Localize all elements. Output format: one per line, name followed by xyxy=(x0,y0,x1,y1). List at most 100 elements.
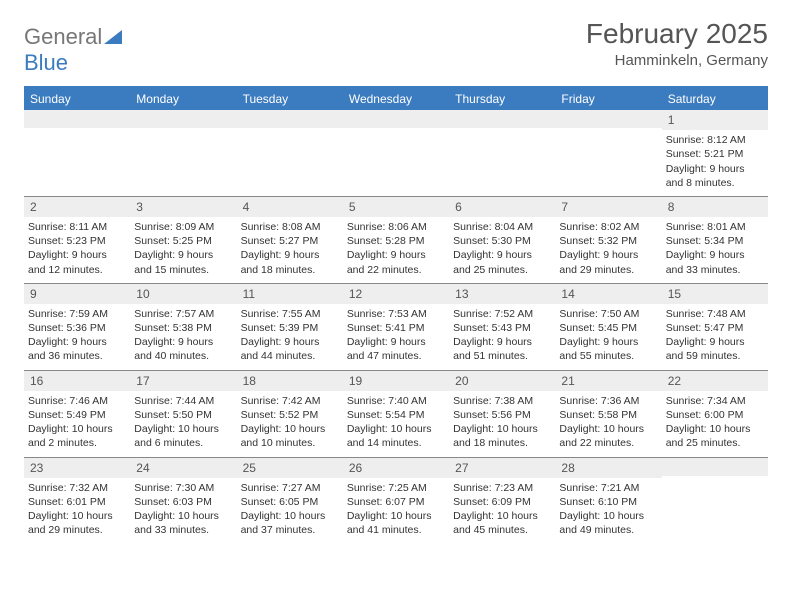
calendar-cell: 17Sunrise: 7:44 AMSunset: 5:50 PMDayligh… xyxy=(130,371,236,458)
daylight-line: Daylight: 10 hours and 49 minutes. xyxy=(559,509,657,537)
daylight-line: Daylight: 9 hours and 8 minutes. xyxy=(666,162,764,190)
weekday-header: Thursday xyxy=(449,88,555,110)
day-number: 7 xyxy=(555,197,661,217)
calendar-cell: 10Sunrise: 7:57 AMSunset: 5:38 PMDayligh… xyxy=(130,284,236,371)
daylight-line: Daylight: 9 hours and 44 minutes. xyxy=(241,335,339,363)
day-number: 2 xyxy=(24,197,130,217)
daylight-line: Daylight: 10 hours and 18 minutes. xyxy=(453,422,551,450)
sunset-line: Sunset: 6:01 PM xyxy=(28,495,126,509)
sunset-line: Sunset: 5:34 PM xyxy=(666,234,764,248)
calendar-cell xyxy=(449,110,555,197)
daylight-line: Daylight: 9 hours and 47 minutes. xyxy=(347,335,445,363)
daylight-line: Daylight: 9 hours and 59 minutes. xyxy=(666,335,764,363)
daylight-line: Daylight: 9 hours and 55 minutes. xyxy=(559,335,657,363)
sunrise-line: Sunrise: 7:21 AM xyxy=(559,481,657,495)
sunset-line: Sunset: 5:38 PM xyxy=(134,321,232,335)
title-block: February 2025 Hamminkeln, Germany xyxy=(586,18,768,69)
calendar-cell xyxy=(237,110,343,197)
daylight-line: Daylight: 10 hours and 6 minutes. xyxy=(134,422,232,450)
sunset-line: Sunset: 5:50 PM xyxy=(134,408,232,422)
sunrise-line: Sunrise: 7:27 AM xyxy=(241,481,339,495)
calendar-cell: 23Sunrise: 7:32 AMSunset: 6:01 PMDayligh… xyxy=(24,458,130,544)
calendar-cell: 9Sunrise: 7:59 AMSunset: 5:36 PMDaylight… xyxy=(24,284,130,371)
brand-part2: Blue xyxy=(24,50,68,75)
day-number: 15 xyxy=(662,284,768,304)
daylight-line: Daylight: 10 hours and 22 minutes. xyxy=(559,422,657,450)
day-number: 27 xyxy=(449,458,555,478)
daylight-line: Daylight: 9 hours and 51 minutes. xyxy=(453,335,551,363)
daylight-line: Daylight: 10 hours and 10 minutes. xyxy=(241,422,339,450)
weekday-header: Tuesday xyxy=(237,88,343,110)
calendar-cell: 8 Sunrise: 8:01 AMSunset: 5:34 PMDaylight… xyxy=(662,197,768,284)
sunrise-line: Sunrise: 8:11 AM xyxy=(28,220,126,234)
calendar: Sunday Monday Tuesday Wednesday Thursday… xyxy=(24,86,768,544)
daylight-line: Daylight: 9 hours and 22 minutes. xyxy=(347,248,445,276)
sunset-line: Sunset: 6:00 PM xyxy=(666,408,764,422)
sunrise-line: Sunrise: 7:23 AM xyxy=(453,481,551,495)
calendar-cell: 1Sunrise: 8:12 AMSunset: 5:21 PMDaylight… xyxy=(662,110,768,197)
sunset-line: Sunset: 5:43 PM xyxy=(453,321,551,335)
sunset-line: Sunset: 5:27 PM xyxy=(241,234,339,248)
calendar-cell: 19Sunrise: 7:40 AMSunset: 5:54 PMDayligh… xyxy=(343,371,449,458)
sunrise-line: Sunrise: 7:52 AM xyxy=(453,307,551,321)
day-number: 20 xyxy=(449,371,555,391)
daylight-line: Daylight: 9 hours and 25 minutes. xyxy=(453,248,551,276)
daylight-line: Daylight: 9 hours and 33 minutes. xyxy=(666,248,764,276)
day-number-bar xyxy=(343,110,449,128)
daylight-line: Daylight: 10 hours and 25 minutes. xyxy=(666,422,764,450)
sunset-line: Sunset: 5:36 PM xyxy=(28,321,126,335)
day-number: 25 xyxy=(237,458,343,478)
day-number: 19 xyxy=(343,371,449,391)
day-number-bar xyxy=(662,458,768,476)
day-number: 8 xyxy=(662,197,768,217)
title-location: Hamminkeln, Germany xyxy=(586,52,768,69)
daylight-line: Daylight: 10 hours and 41 minutes. xyxy=(347,509,445,537)
brand-triangle-icon xyxy=(104,24,122,50)
day-number: 24 xyxy=(130,458,236,478)
sunrise-line: Sunrise: 7:48 AM xyxy=(666,307,764,321)
calendar-cell xyxy=(662,458,768,544)
sunrise-line: Sunrise: 7:55 AM xyxy=(241,307,339,321)
sunset-line: Sunset: 5:56 PM xyxy=(453,408,551,422)
brand-logo: General Blue xyxy=(24,18,122,76)
day-number: 12 xyxy=(343,284,449,304)
sunrise-line: Sunrise: 7:40 AM xyxy=(347,394,445,408)
daylight-line: Daylight: 10 hours and 29 minutes. xyxy=(28,509,126,537)
calendar-cell: 18Sunrise: 7:42 AMSunset: 5:52 PMDayligh… xyxy=(237,371,343,458)
day-number-bar xyxy=(130,110,236,128)
day-number: 28 xyxy=(555,458,661,478)
sunrise-line: Sunrise: 7:53 AM xyxy=(347,307,445,321)
calendar-cell: 5Sunrise: 8:06 AMSunset: 5:28 PMDaylight… xyxy=(343,197,449,284)
calendar-cell: 24Sunrise: 7:30 AMSunset: 6:03 PMDayligh… xyxy=(130,458,236,544)
weekday-header: Monday xyxy=(130,88,236,110)
daylight-line: Daylight: 9 hours and 36 minutes. xyxy=(28,335,126,363)
day-number: 21 xyxy=(555,371,661,391)
sunset-line: Sunset: 5:41 PM xyxy=(347,321,445,335)
sunset-line: Sunset: 5:45 PM xyxy=(559,321,657,335)
day-number: 3 xyxy=(130,197,236,217)
daylight-line: Daylight: 9 hours and 15 minutes. xyxy=(134,248,232,276)
daylight-line: Daylight: 9 hours and 18 minutes. xyxy=(241,248,339,276)
brand-part1: General xyxy=(24,24,102,49)
calendar-cell: 22 Sunrise: 7:34 AMSunset: 6:00 PMDayligh… xyxy=(662,371,768,458)
weekday-header: Sunday xyxy=(24,88,130,110)
daylight-line: Daylight: 9 hours and 29 minutes. xyxy=(559,248,657,276)
daylight-line: Daylight: 9 hours and 40 minutes. xyxy=(134,335,232,363)
day-number: 18 xyxy=(237,371,343,391)
sunrise-line: Sunrise: 8:02 AM xyxy=(559,220,657,234)
sunset-line: Sunset: 5:47 PM xyxy=(666,321,764,335)
day-number: 22 xyxy=(662,371,768,391)
calendar-cell: 13Sunrise: 7:52 AMSunset: 5:43 PMDayligh… xyxy=(449,284,555,371)
weekday-header-row: Sunday Monday Tuesday Wednesday Thursday… xyxy=(24,88,768,110)
day-number: 1 xyxy=(662,110,768,130)
calendar-cell: 16Sunrise: 7:46 AMSunset: 5:49 PMDayligh… xyxy=(24,371,130,458)
day-number: 6 xyxy=(449,197,555,217)
sunrise-line: Sunrise: 7:38 AM xyxy=(453,394,551,408)
day-number: 10 xyxy=(130,284,236,304)
calendar-cell: 4Sunrise: 8:08 AMSunset: 5:27 PMDaylight… xyxy=(237,197,343,284)
weekday-header: Saturday xyxy=(662,88,768,110)
sunset-line: Sunset: 5:21 PM xyxy=(666,147,764,161)
sunrise-line: Sunrise: 7:34 AM xyxy=(666,394,764,408)
sunset-line: Sunset: 5:54 PM xyxy=(347,408,445,422)
sunrise-line: Sunrise: 8:01 AM xyxy=(666,220,764,234)
